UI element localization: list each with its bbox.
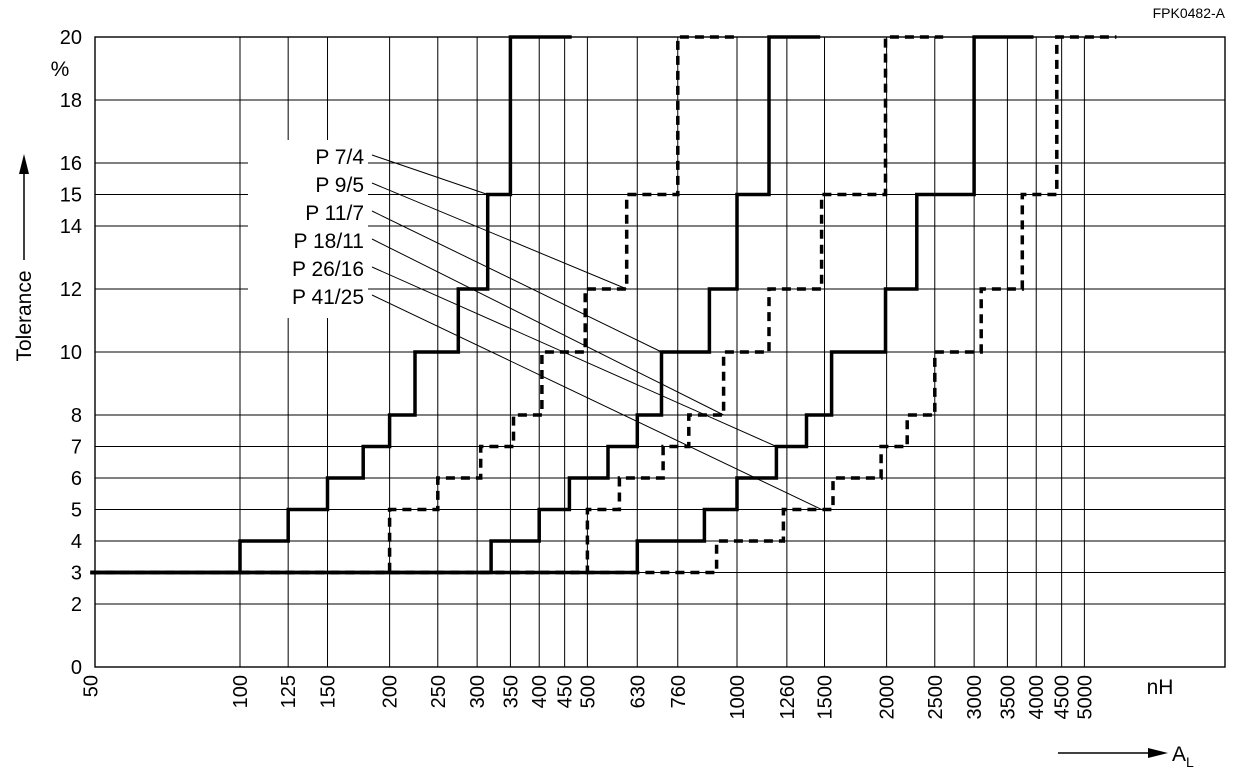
x-tick-label: 1500 <box>815 675 837 720</box>
x-tick-label: 125 <box>278 675 300 708</box>
y-tick-label: 14 <box>60 216 82 238</box>
x-tick-label: 50 <box>80 675 102 697</box>
series-label: P 41/25 <box>292 286 364 309</box>
x-tick-label: 4000 <box>1026 675 1048 720</box>
leader-line <box>371 294 822 510</box>
figure-code: FPK0482-A <box>1153 5 1226 21</box>
x-tick-label: 1000 <box>727 675 749 720</box>
leader-line <box>371 266 777 447</box>
x-tick-label: 4500 <box>1052 675 1074 720</box>
series-label-box <box>248 140 368 318</box>
series-label: P 18/11 <box>294 230 364 253</box>
x-axis-title-subscript: L <box>1186 754 1194 769</box>
series-line <box>90 35 737 575</box>
tick-labels: 0 2 3 4 5 6 7 8 10 12 14 15 16 18 20 50 100 125 150 200 250 3… <box>60 27 1097 720</box>
leader-line <box>371 154 488 195</box>
y-tick-label: 2 <box>71 594 82 616</box>
y-tick-label: 3 <box>71 563 82 585</box>
series-labels: P 7/4 P 9/5 P 11/7 P 18/11 P 26/16 P 41/25 <box>248 140 368 318</box>
x-tick-label: 500 <box>577 675 599 708</box>
series-line <box>90 35 1117 575</box>
y-tick-label: 15 <box>60 185 82 207</box>
x-tick-label: 350 <box>500 675 522 708</box>
x-tick-label: 630 <box>627 675 649 708</box>
y-tick-label: 5 <box>71 500 82 522</box>
x-axis-title-main: A <box>1172 743 1186 766</box>
y-axis-unit: % <box>51 58 70 81</box>
y-tick-label: 7 <box>71 437 82 459</box>
leader-line <box>371 210 662 353</box>
x-tick-label: 2500 <box>925 675 947 720</box>
series-line <box>90 35 944 575</box>
x-axis-title-group: AL <box>1058 743 1194 769</box>
y-axis-arrowhead <box>19 154 29 174</box>
x-axis-arrowhead <box>1148 748 1168 758</box>
x-tick-label: 200 <box>380 675 402 708</box>
series-lines <box>90 35 1117 575</box>
y-tick-label: 4 <box>71 531 82 553</box>
x-tick-label: 2000 <box>877 675 899 720</box>
leader-line <box>371 182 627 290</box>
x-tick-label: 150 <box>318 675 340 708</box>
y-tick-label: 6 <box>71 468 82 490</box>
x-tick-label: 450 <box>555 675 577 708</box>
x-axis-unit: nH <box>1147 676 1174 699</box>
series-label: P 11/7 <box>305 202 364 225</box>
x-tick-label: 250 <box>428 675 450 708</box>
series-label: P 9/5 <box>315 174 364 197</box>
y-axis-title: Tolerance <box>13 270 36 361</box>
x-tick-label: 1260 <box>777 675 799 720</box>
y-axis-title-group: Tolerance <box>13 154 36 362</box>
x-tick-label: 760 <box>668 675 690 708</box>
x-tick-label: 100 <box>230 675 252 708</box>
leader-line <box>371 238 724 416</box>
series-label: P 7/4 <box>315 146 364 169</box>
x-axis-title: AL <box>1172 743 1194 769</box>
y-tick-label: 20 <box>60 27 82 49</box>
y-tick-label: 0 <box>71 657 82 679</box>
y-tick-label: 16 <box>60 153 82 175</box>
series-label: P 26/16 <box>292 258 364 281</box>
series-line <box>90 35 1034 575</box>
leader-lines <box>371 154 822 510</box>
x-tick-label: 3500 <box>997 675 1019 720</box>
y-tick-label: 10 <box>60 342 82 364</box>
y-tick-label: 12 <box>60 279 82 301</box>
series-line <box>90 35 572 575</box>
x-tick-label: 5000 <box>1074 675 1096 720</box>
series-line <box>90 35 821 575</box>
x-tick-label: 3000 <box>964 675 986 720</box>
y-tick-label: 18 <box>60 90 82 112</box>
x-tick-label: 400 <box>529 675 551 708</box>
y-tick-label: 8 <box>71 405 82 427</box>
x-tick-label: 300 <box>467 675 489 708</box>
